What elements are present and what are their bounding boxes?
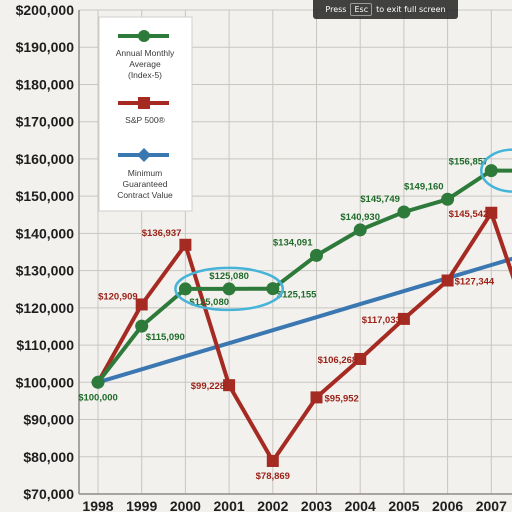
y-tick-label: $110,000 bbox=[16, 337, 74, 353]
legend-marker-square bbox=[138, 97, 150, 109]
x-tick-label: 2007 bbox=[476, 498, 507, 512]
data-label: $106,268 bbox=[318, 355, 358, 366]
data-point-circle bbox=[222, 282, 236, 296]
data-point-circle bbox=[397, 205, 411, 219]
data-label: $115,090 bbox=[146, 332, 185, 343]
data-label: $136,937 bbox=[142, 228, 182, 239]
legend-label-line: Average bbox=[129, 59, 161, 69]
data-label: $120,909 bbox=[98, 291, 138, 302]
data-point-circle bbox=[178, 282, 192, 296]
y-tick-label: $100,000 bbox=[16, 374, 75, 390]
data-label: $145,542 bbox=[449, 209, 489, 220]
x-tick-label: 2001 bbox=[214, 498, 245, 512]
highlights bbox=[174, 148, 512, 312]
data-point-circle bbox=[484, 164, 498, 178]
data-label: $134,091 bbox=[273, 237, 313, 248]
legend-label-line: Guaranteed bbox=[123, 179, 168, 189]
highlight-ellipse bbox=[174, 266, 285, 312]
data-point-circle bbox=[266, 282, 280, 296]
y-tick-label: $200,000 bbox=[16, 2, 75, 18]
data-point-circle bbox=[91, 375, 105, 389]
data-point-square bbox=[266, 454, 279, 467]
y-axis: $70,000 $80,000 $90,000 $100,000 $110,000 $12… bbox=[16, 2, 75, 502]
fullscreen-message: to exit full screen bbox=[376, 5, 446, 14]
fullscreen-press-text: Press bbox=[325, 5, 347, 14]
data-point-circle bbox=[441, 192, 455, 206]
legend-label-line: Minimum bbox=[128, 168, 162, 178]
legend-label: S&P 500® bbox=[125, 115, 165, 125]
data-point-square bbox=[135, 298, 148, 311]
y-tick-label: $70,000 bbox=[23, 486, 74, 502]
data-point-circle bbox=[310, 248, 323, 262]
data-point-square bbox=[223, 379, 236, 392]
series-line bbox=[97, 256, 512, 385]
legend: Annual Monthly Average (Index-5) S&P 500® Mi… bbox=[98, 16, 193, 212]
data-labels: $100,000 $115,090 $125,080 $125,080 $125,155… bbox=[78, 157, 495, 482]
data-label: $149,160 bbox=[404, 181, 444, 192]
x-axis: 1998 1999 2000 2001 2002 2003 2004 2005 2006 2007… bbox=[82, 498, 507, 512]
x-tick-label: 2006 bbox=[432, 498, 463, 512]
y-tick-label: $90,000 bbox=[23, 412, 74, 428]
data-point-square bbox=[441, 274, 454, 287]
data-point-square bbox=[179, 238, 192, 251]
legend-label: Annual Monthly Average (Index-5) bbox=[116, 48, 175, 80]
data-point-square bbox=[354, 352, 367, 365]
data-label: $99,228 bbox=[191, 381, 225, 392]
x-tick-label: 2005 bbox=[388, 498, 419, 512]
data-point-square bbox=[397, 312, 410, 325]
data-point-circle bbox=[135, 319, 149, 333]
data-label: $125,080 bbox=[209, 271, 249, 282]
data-label: $100,000 bbox=[78, 392, 118, 403]
data-label: $140,930 bbox=[340, 212, 380, 223]
y-tick-label: $170,000 bbox=[16, 114, 75, 130]
legend-marker-circle bbox=[138, 30, 150, 42]
data-point-square bbox=[485, 206, 498, 219]
y-tick-label: $190,000 bbox=[16, 39, 75, 55]
legend-label-line: S&P 500® bbox=[125, 115, 165, 125]
series-group bbox=[91, 164, 512, 467]
legend-marker-diamond bbox=[137, 148, 151, 162]
y-tick-label: $150,000 bbox=[16, 188, 75, 204]
x-tick-label: 2000 bbox=[170, 498, 201, 512]
y-tick-label: $80,000 bbox=[23, 449, 74, 465]
data-label: $117,033 bbox=[362, 315, 401, 326]
x-tick-label: 2002 bbox=[257, 498, 288, 512]
y-tick-label: $140,000 bbox=[16, 225, 75, 241]
data-label: $125,155 bbox=[277, 290, 317, 301]
data-label: $125,080 bbox=[189, 297, 229, 308]
x-tick-label: 2004 bbox=[345, 498, 376, 512]
data-point-square bbox=[310, 391, 323, 404]
highlight-ellipse bbox=[480, 148, 512, 193]
legend-label-line: (Index-5) bbox=[128, 70, 162, 80]
x-tick-label: 2003 bbox=[301, 498, 332, 512]
legend-box bbox=[98, 16, 193, 212]
y-tick-label: $120,000 bbox=[16, 300, 75, 316]
fullscreen-notice: Press Esc to exit full screen bbox=[313, 0, 458, 19]
x-tick-label: 1999 bbox=[126, 498, 157, 512]
data-label: $145,749 bbox=[360, 194, 400, 205]
y-tick-label: $160,000 bbox=[16, 151, 75, 167]
legend-label-line: Annual Monthly bbox=[116, 48, 175, 58]
data-label: $156,857 bbox=[449, 157, 489, 168]
y-tick-label: $180,000 bbox=[16, 76, 75, 92]
data-label: $127,344 bbox=[455, 277, 495, 288]
esc-key-badge[interactable]: Esc bbox=[350, 3, 373, 16]
y-tick-label: $130,000 bbox=[16, 263, 75, 279]
legend-label: Minimum Guaranteed Contract Value bbox=[117, 168, 173, 200]
data-label: $78,869 bbox=[256, 471, 290, 482]
data-point-circle bbox=[353, 223, 367, 237]
x-tick-label: 1998 bbox=[82, 498, 113, 512]
data-label: $95,952 bbox=[325, 393, 359, 404]
legend-label-line: Contract Value bbox=[117, 190, 173, 200]
